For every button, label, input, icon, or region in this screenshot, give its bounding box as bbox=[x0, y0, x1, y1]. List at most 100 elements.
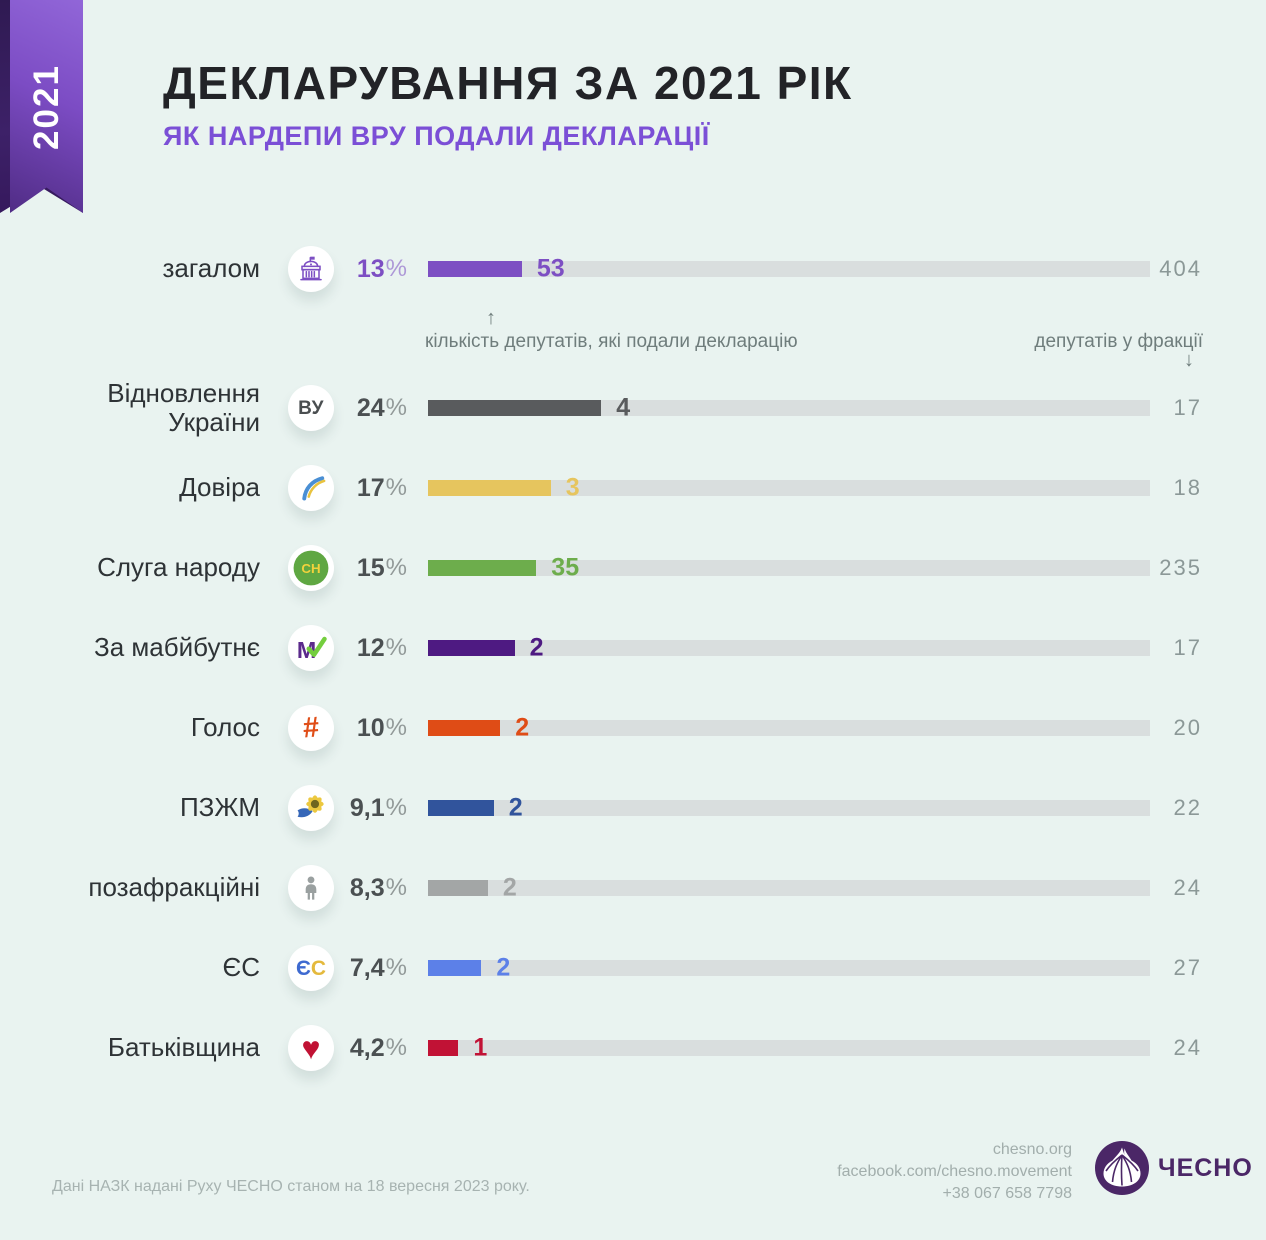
chart-row: Слуга народу СН 15% 35 235 bbox=[0, 528, 1266, 608]
bar-track: 2 bbox=[428, 634, 1150, 662]
bar-track: 4 bbox=[428, 394, 1150, 422]
percentage-value: 13% bbox=[356, 254, 407, 283]
bar-fill bbox=[428, 1040, 459, 1056]
percentage-value: 12% bbox=[356, 633, 407, 662]
chart-row: Батьківщина ♥ 4,2% 1 24 bbox=[0, 1008, 1266, 1088]
submitted-caption: кількість депутатів, які подали декларац… bbox=[425, 331, 798, 352]
submitted-count: 2 bbox=[529, 633, 544, 662]
arrow-down-icon: ↓ bbox=[1184, 349, 1194, 371]
percentage-value: 24% bbox=[356, 393, 407, 422]
nonfaction-person-icon bbox=[288, 865, 334, 911]
phone-number: +38 067 658 7798 bbox=[942, 1185, 1072, 1202]
chart-row: ЄС ЄС 7,4% 2 27 bbox=[0, 928, 1266, 1008]
chart-rows-factions: Відновлення України ВУ 24% 4 17 Довіра 1… bbox=[0, 368, 1266, 1088]
submitted-count: 1 bbox=[473, 1033, 488, 1062]
page-title: ДЕКЛАРУВАННЯ ЗА 2021 РІК bbox=[163, 57, 853, 109]
svg-text:СН: СН bbox=[301, 561, 320, 576]
vu-monogram-icon: ВУ bbox=[288, 385, 334, 431]
faction-total: 17 bbox=[1173, 635, 1202, 660]
axis-annotations: ↑ кількість депутатів, які подали деклар… bbox=[0, 307, 1266, 371]
es-monogram-icon: ЄС bbox=[288, 945, 334, 991]
submitted-count: 2 bbox=[496, 953, 511, 982]
bar-chart: загалом 13% 53 404 ↑ кількість депу bbox=[0, 229, 1266, 1088]
row-label: Батьківщина bbox=[107, 1032, 260, 1063]
percentage-value: 9,1% bbox=[349, 793, 407, 822]
batkivshchyna-heart-icon: ♥ bbox=[288, 1025, 334, 1071]
chart-row: За мабйбутнє М 12% 2 17 bbox=[0, 608, 1266, 688]
bar-track: 2 bbox=[428, 954, 1150, 982]
submitted-count: 53 bbox=[536, 254, 565, 283]
chart-rows-total: загалом 13% 53 404 bbox=[0, 229, 1266, 309]
submitted-count: 2 bbox=[502, 873, 517, 902]
chart-row: позафракційні 8,3% 2 24 bbox=[0, 848, 1266, 928]
percentage-value: 7,4% bbox=[349, 953, 407, 982]
holos-hash-icon: # bbox=[288, 705, 334, 751]
chesno-wordmark: ЧЕСНО bbox=[1158, 1154, 1253, 1182]
row-label: Довіра bbox=[179, 472, 260, 503]
bar-track: 2 bbox=[428, 874, 1150, 902]
bar-fill bbox=[428, 480, 551, 496]
dovira-swoosh-icon bbox=[288, 465, 334, 511]
faction-total: 22 bbox=[1173, 795, 1202, 820]
ribbon-year-label: 2021 bbox=[26, 63, 66, 150]
chesno-garlic-logo-icon bbox=[1095, 1141, 1149, 1195]
chart-row: Відновлення України ВУ 24% 4 17 bbox=[0, 368, 1266, 448]
facebook-link: facebook.com/chesno.movement bbox=[837, 1163, 1072, 1180]
bar-fill bbox=[428, 400, 602, 416]
bar-track: 3 bbox=[428, 474, 1150, 502]
bar-fill bbox=[428, 261, 522, 277]
faction-total: 24 bbox=[1173, 875, 1202, 900]
row-label: Слуга народу bbox=[97, 552, 260, 583]
contact-block: chesno.org facebook.com/chesno.movement … bbox=[837, 1139, 1072, 1205]
bar-fill bbox=[428, 880, 488, 896]
svg-text:М: М bbox=[297, 637, 316, 663]
submitted-count: 2 bbox=[515, 713, 530, 742]
row-label: ПЗЖМ bbox=[179, 792, 260, 823]
row-label: позафракційні bbox=[88, 872, 260, 903]
bar-fill bbox=[428, 560, 537, 576]
chart-row: ПЗЖМ 9,1% 2 22 bbox=[0, 768, 1266, 848]
faction-caption: депутатів у фракції bbox=[1034, 331, 1203, 352]
percentage-value: 4,2% bbox=[349, 1033, 407, 1062]
bar-fill bbox=[428, 960, 482, 976]
website-link: chesno.org bbox=[992, 1141, 1072, 1158]
bar-fill bbox=[428, 640, 515, 656]
row-label: загалом bbox=[162, 253, 260, 284]
bar-track: 53 bbox=[428, 255, 1150, 283]
bar-track: 35 bbox=[428, 554, 1150, 582]
row-label: Відновлення України bbox=[107, 377, 260, 437]
page-subtitle: ЯК НАРДЕПИ ВРУ ПОДАЛИ ДЕКЛАРАЦІЇ bbox=[163, 121, 710, 151]
bar-track: 2 bbox=[428, 794, 1150, 822]
zm-checkmark-icon: М bbox=[288, 625, 334, 671]
faction-total: 24 bbox=[1173, 1035, 1202, 1060]
arrow-up-icon: ↑ bbox=[486, 307, 496, 329]
submitted-count: 35 bbox=[551, 553, 580, 582]
parliament-icon bbox=[288, 246, 334, 292]
chart-row: загалом 13% 53 404 bbox=[0, 229, 1266, 309]
bar-track: 1 bbox=[428, 1034, 1150, 1062]
percentage-value: 10% bbox=[356, 713, 407, 742]
faction-total: 18 bbox=[1173, 475, 1202, 500]
sn-monogram-icon: СН bbox=[288, 545, 334, 591]
chart-row: Довіра 17% 3 18 bbox=[0, 448, 1266, 528]
faction-total: 20 bbox=[1173, 715, 1202, 740]
faction-total: 27 bbox=[1173, 955, 1202, 980]
row-label: ЄС bbox=[222, 952, 260, 983]
bar-fill bbox=[428, 800, 494, 816]
faction-total: 404 bbox=[1159, 256, 1202, 281]
submitted-count: 4 bbox=[616, 393, 631, 422]
row-label: За мабйбутнє bbox=[94, 632, 260, 663]
pzzhm-sunflower-icon bbox=[288, 785, 334, 831]
faction-total: 235 bbox=[1159, 555, 1202, 580]
bar-track: 2 bbox=[428, 714, 1150, 742]
chart-row: Голос # 10% 2 20 bbox=[0, 688, 1266, 768]
submitted-count: 2 bbox=[508, 793, 523, 822]
source-note: Дані НАЗК надані Руху ЧЕСНО станом на 18… bbox=[52, 1178, 530, 1195]
year-ribbon: 2021 bbox=[10, 0, 83, 213]
submitted-count: 3 bbox=[565, 473, 580, 502]
percentage-value: 15% bbox=[356, 553, 407, 582]
row-label: Голос bbox=[190, 712, 260, 743]
percentage-value: 8,3% bbox=[349, 873, 407, 902]
percentage-value: 17% bbox=[356, 473, 407, 502]
